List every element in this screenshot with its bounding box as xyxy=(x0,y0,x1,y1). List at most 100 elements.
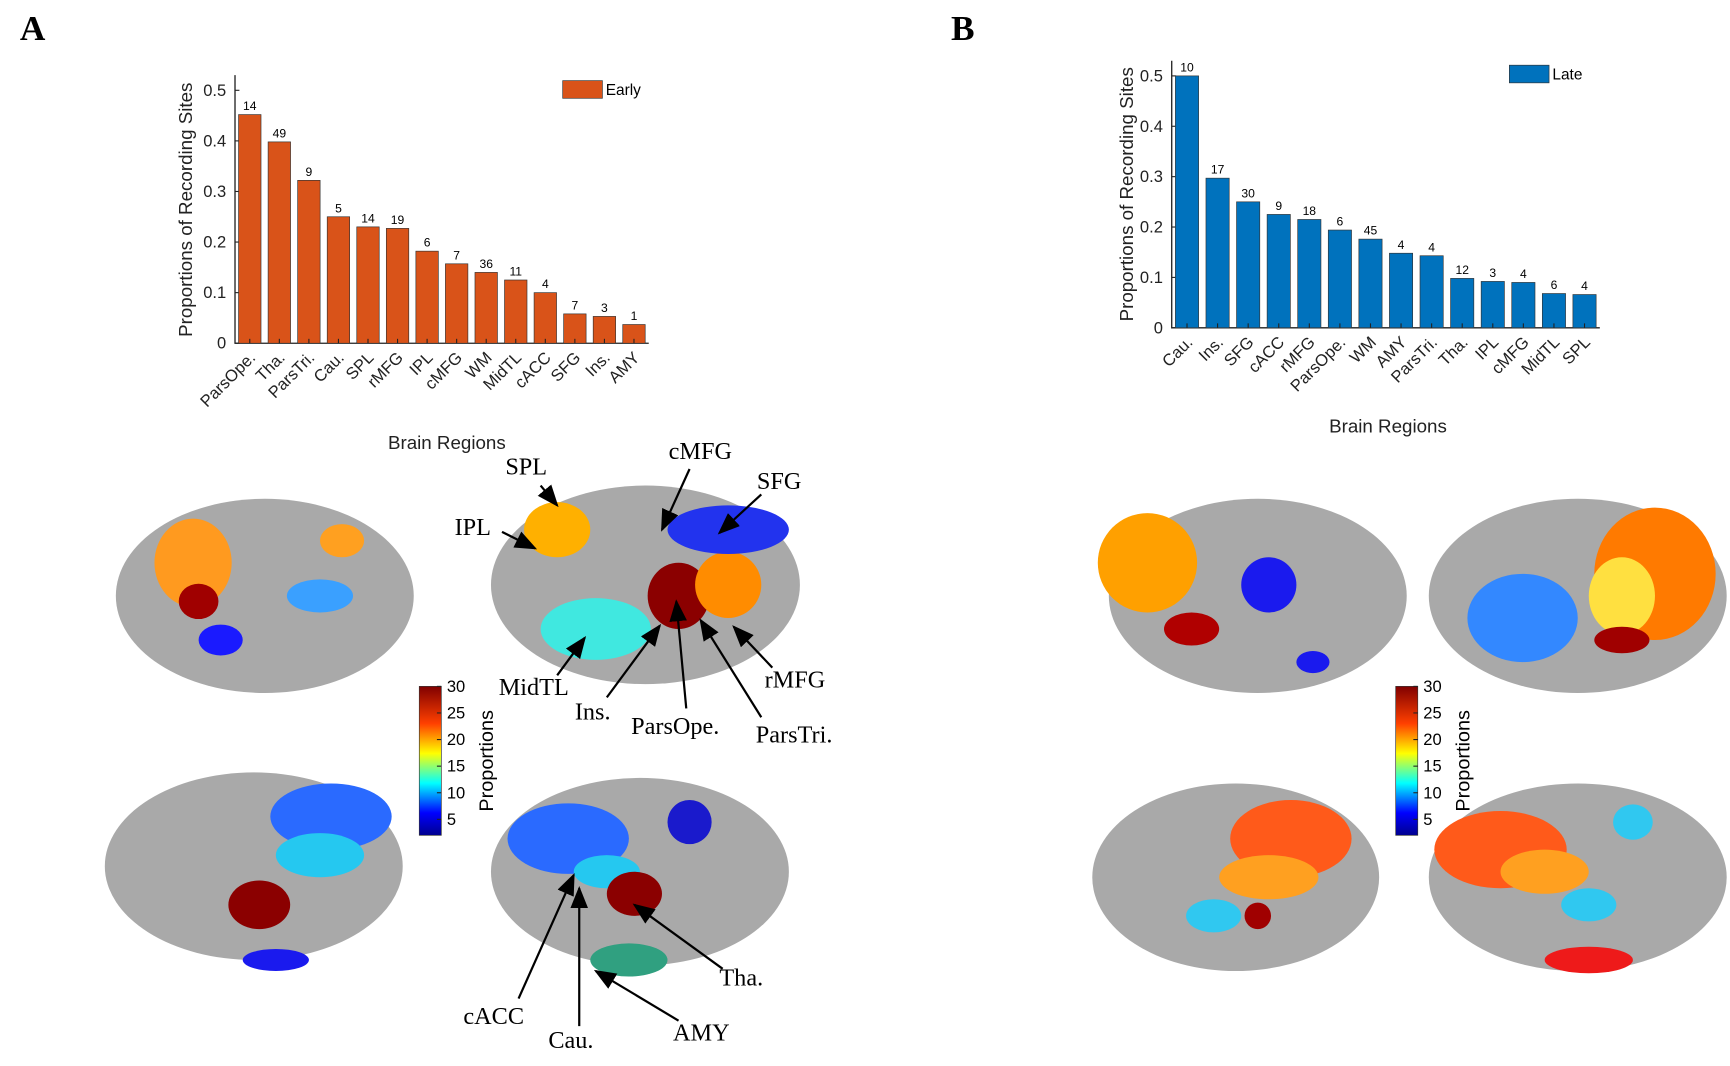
bar xyxy=(592,316,616,344)
bar xyxy=(267,141,291,344)
region-label: ParsOpe. xyxy=(631,713,719,740)
colorbar-tick-label: 25 xyxy=(1423,703,1441,722)
count-label: 17 xyxy=(1211,163,1225,177)
region-label: rMFG xyxy=(765,666,826,693)
bar xyxy=(1266,214,1291,329)
colorbar-tick-label: 30 xyxy=(447,677,465,696)
count-label: 4 xyxy=(1520,267,1527,281)
x-axis-label: Brain Regions xyxy=(388,432,506,453)
brain xyxy=(490,777,789,977)
bar xyxy=(385,228,410,344)
count-label: 4 xyxy=(1581,279,1588,293)
arrow xyxy=(732,625,774,669)
arrow xyxy=(537,484,559,508)
y-tick-label: 0.5 xyxy=(1140,66,1163,85)
count-label: 10 xyxy=(1180,60,1194,74)
y-tick-label: 0.3 xyxy=(1140,167,1163,186)
count-label: 4 xyxy=(1398,238,1405,252)
count-label: 3 xyxy=(601,301,608,315)
legend-label: Late xyxy=(1552,67,1582,84)
count-label: 14 xyxy=(243,99,257,113)
arrow xyxy=(717,493,763,535)
x-tick-label: Cau. xyxy=(310,348,348,386)
x-tick-label: ParsOpe. xyxy=(196,348,259,411)
count-label: 5 xyxy=(335,201,342,215)
bar xyxy=(1327,229,1352,329)
region-label: SPL xyxy=(505,454,547,481)
count-label: 7 xyxy=(571,298,578,312)
bar xyxy=(1297,219,1322,329)
legend-box xyxy=(562,80,603,99)
bar xyxy=(1480,281,1505,329)
bar xyxy=(533,292,557,344)
y-tick-label: 0.1 xyxy=(1140,268,1163,287)
region-label: IPL xyxy=(455,514,491,541)
y-tick-label: 0.2 xyxy=(203,233,226,252)
y-tick-label: 0.5 xyxy=(203,81,226,100)
colorbar-tick-label: 10 xyxy=(447,783,465,802)
count-label: 30 xyxy=(1241,186,1255,200)
bar xyxy=(1389,252,1414,329)
colorbar-tick-label: 15 xyxy=(447,757,465,776)
bar xyxy=(297,180,321,344)
axes xyxy=(1171,60,1600,329)
colorbar-label: Proportions xyxy=(476,710,498,812)
bar xyxy=(1572,294,1597,329)
brain xyxy=(1097,498,1407,693)
y-tick-label: 0 xyxy=(217,334,226,353)
bar xyxy=(356,226,380,344)
x-axis-label: Brain Regions xyxy=(1329,416,1447,437)
y-tick-label: 0 xyxy=(1154,318,1163,337)
x-tick-label: SPL xyxy=(1558,333,1594,369)
colorbar-tick-label: 20 xyxy=(1423,730,1441,749)
x-tick-label: AMY xyxy=(605,348,644,387)
count-label: 36 xyxy=(479,257,493,271)
colorbar-tick-label: 30 xyxy=(1423,677,1441,696)
count-label: 3 xyxy=(1489,266,1496,280)
count-label: 9 xyxy=(1275,199,1282,213)
bar xyxy=(622,324,646,344)
count-label: 14 xyxy=(361,211,375,225)
count-label: 6 xyxy=(1337,215,1344,229)
bar xyxy=(1511,282,1536,329)
count-label: 11 xyxy=(509,265,522,279)
region-label: cACC xyxy=(463,1003,524,1030)
bar xyxy=(1541,293,1566,329)
brain xyxy=(1428,498,1727,693)
brain xyxy=(115,498,414,693)
region-label: ParsTri. xyxy=(756,722,833,749)
arrow xyxy=(699,618,763,718)
bar xyxy=(474,272,498,344)
y-tick-label: 0.3 xyxy=(203,182,226,201)
count-label: 18 xyxy=(1303,204,1317,218)
y-tick-label: 0.4 xyxy=(203,131,226,150)
count-label: 4 xyxy=(1428,240,1435,254)
count-label: 6 xyxy=(1551,278,1558,292)
bar xyxy=(415,250,439,344)
colorbar-tick-label: 25 xyxy=(447,703,465,722)
arrow xyxy=(501,530,538,550)
count-label: 19 xyxy=(391,213,405,227)
bar-chart: A00.10.20.30.40.514ParsOpe.49Tha.9ParsTr… xyxy=(20,9,649,453)
x-tick-label: SFG xyxy=(547,348,584,385)
legend-box xyxy=(1509,64,1550,84)
bar xyxy=(1175,75,1199,329)
colorbar-gradient xyxy=(418,686,442,836)
count-label: 7 xyxy=(453,248,460,262)
y-axis-label: Proportions of Recording Sites xyxy=(1116,67,1137,321)
arrow xyxy=(593,969,680,1022)
bar-chart: B00.10.20.30.40.5 10Cau.17Ins.30SFG9cACC1… xyxy=(951,9,1600,437)
colorbar-tick-label: 5 xyxy=(447,810,456,829)
bar xyxy=(1205,177,1230,329)
arrow xyxy=(556,636,587,676)
bar xyxy=(1450,278,1475,329)
count-label: 49 xyxy=(273,126,287,140)
y-axis-label: Proportions of Recording Sites xyxy=(175,83,196,337)
y-tick-label: 0.2 xyxy=(1140,218,1163,237)
region-label: Ins. xyxy=(575,698,611,725)
colorbar: 5 10 15 20 25 30 Proportions xyxy=(418,677,498,836)
bar xyxy=(1419,255,1444,329)
colorbar-tick-label: 20 xyxy=(447,730,465,749)
region-label: Tha. xyxy=(719,964,763,991)
